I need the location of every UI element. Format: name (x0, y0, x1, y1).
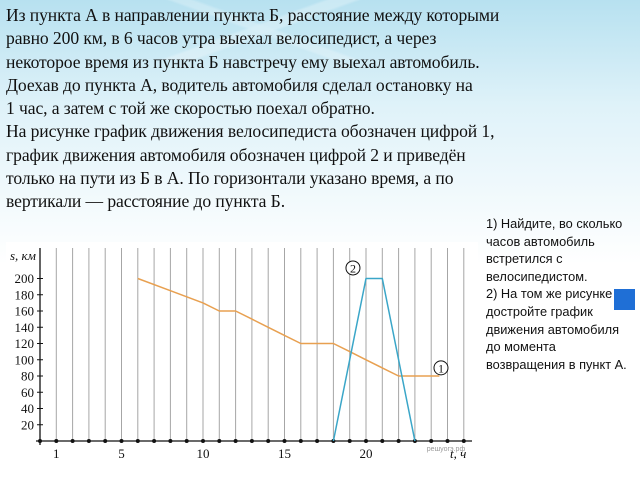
x-axis-hour-marker (380, 439, 385, 443)
y-tick-label: 200 (15, 271, 35, 286)
x-axis-hour-marker (315, 439, 320, 443)
y-axis-label: s, км (10, 248, 36, 263)
square-button-icon[interactable] (614, 289, 635, 310)
series-marker-1-circle (433, 360, 449, 376)
x-axis-hour-marker (445, 439, 450, 443)
y-tick-label: 160 (15, 304, 35, 319)
x-axis-hour-marker (266, 439, 271, 443)
y-tick-label: 140 (15, 320, 35, 335)
x-tick-label: 20 (360, 446, 373, 461)
x-axis-hour-marker (282, 439, 287, 443)
y-tick-label: 100 (15, 352, 35, 367)
y-tick-label: 40 (21, 401, 34, 416)
x-axis-hour-marker (201, 439, 205, 443)
x-axis-hour-marker (184, 439, 189, 443)
x-axis-hour-marker (233, 439, 238, 443)
problem-statement: Из пункта А в направлении пункта Б, расс… (6, 5, 500, 212)
series-marker-2-label: 2 (350, 261, 356, 275)
y-tick-label: 80 (21, 369, 34, 384)
y-tick-label: 180 (15, 287, 35, 302)
x-axis-hour-marker (54, 439, 59, 443)
car-line (332, 277, 416, 442)
task-1-text: 1) Найдите, во сколько часов автомобиль … (486, 216, 623, 284)
x-axis-hour-marker (461, 439, 466, 443)
x-axis-hour-marker (152, 439, 157, 443)
series-marker-2-circle (345, 260, 361, 276)
watermark-text: решуогэ.рф (427, 446, 466, 453)
x-axis-hour-marker (38, 439, 42, 443)
x-tick-label: 1 (53, 446, 60, 461)
x-tick-label: 5 (118, 446, 125, 461)
cyclist-line (137, 277, 440, 377)
y-tick-label: 120 (15, 336, 35, 351)
series-marker-1-label: 1 (438, 361, 444, 375)
x-axis-hour-marker (249, 439, 254, 443)
x-axis-label: t, ч (450, 446, 466, 461)
x-tick-label: 10 (197, 446, 210, 461)
x-axis-hour-marker (298, 439, 303, 443)
x-axis-hour-marker (429, 439, 434, 443)
task-panel: 1) Найдите, во сколько часов автомобиль … (486, 215, 636, 373)
motion-graph: 20 40 60 80 100 120 140 160 180 200 1 5 10 15 20 s, км t… (6, 242, 478, 472)
x-axis-hour-marker (103, 439, 108, 443)
x-axis-hour-marker (135, 439, 140, 443)
decorative-header-band (0, 0, 640, 60)
x-axis-hour-marker (217, 439, 222, 443)
x-axis-hour-marker (396, 439, 401, 443)
x-axis-hour-marker (364, 439, 368, 443)
y-tick-label: 20 (21, 417, 34, 432)
x-axis-hour-marker (119, 439, 124, 443)
x-axis-hour-marker (168, 439, 173, 443)
x-axis-hour-marker (347, 439, 352, 443)
x-tick-label: 15 (278, 446, 291, 461)
x-axis-hour-marker (70, 439, 75, 443)
x-axis-hour-marker (86, 439, 91, 443)
task-2-text: 2) На том же рисунке достройте график дв… (486, 286, 627, 372)
y-tick-label: 60 (21, 385, 34, 400)
